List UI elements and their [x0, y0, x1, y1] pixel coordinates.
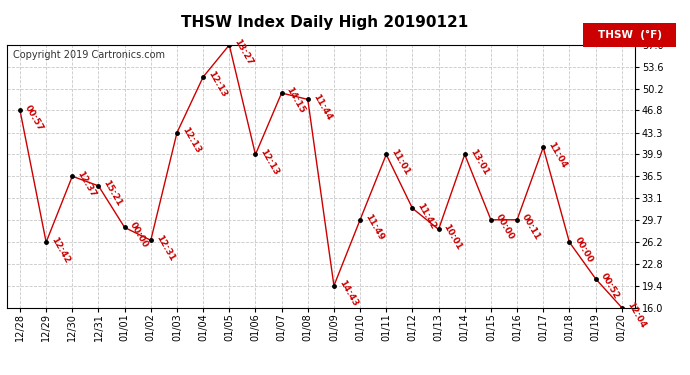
Text: 13:01: 13:01 [468, 147, 490, 177]
Text: 12:13: 12:13 [259, 147, 281, 177]
Text: 12:04: 12:04 [625, 300, 647, 330]
Text: 00:00: 00:00 [128, 220, 150, 249]
Text: 14:43: 14:43 [337, 279, 359, 308]
Text: 12:31: 12:31 [154, 233, 176, 262]
Text: 00:11: 00:11 [520, 213, 542, 242]
Text: THSW  (°F): THSW (°F) [598, 30, 662, 40]
Text: 10:01: 10:01 [442, 222, 464, 251]
Text: 12:13: 12:13 [206, 70, 228, 99]
Text: 13:27: 13:27 [233, 38, 255, 68]
Text: 11:44: 11:44 [311, 92, 333, 122]
Text: 00:00: 00:00 [494, 213, 516, 242]
Text: 12:42: 12:42 [49, 235, 72, 264]
Text: 11:01: 11:01 [389, 147, 411, 177]
Text: 11:49: 11:49 [363, 213, 386, 242]
Text: 15:21: 15:21 [101, 179, 124, 208]
Text: 00:52: 00:52 [599, 272, 621, 301]
Text: THSW Index Daily High 20190121: THSW Index Daily High 20190121 [181, 15, 468, 30]
Text: 00:00: 00:00 [573, 235, 594, 264]
Text: 14:15: 14:15 [285, 86, 307, 116]
Text: 12:13: 12:13 [180, 126, 202, 155]
Text: 11:04: 11:04 [546, 140, 569, 170]
Text: 12:37: 12:37 [75, 169, 97, 199]
Text: 00:57: 00:57 [23, 103, 45, 132]
Text: 11:42: 11:42 [415, 201, 437, 231]
Text: Copyright 2019 Cartronics.com: Copyright 2019 Cartronics.com [13, 50, 165, 60]
